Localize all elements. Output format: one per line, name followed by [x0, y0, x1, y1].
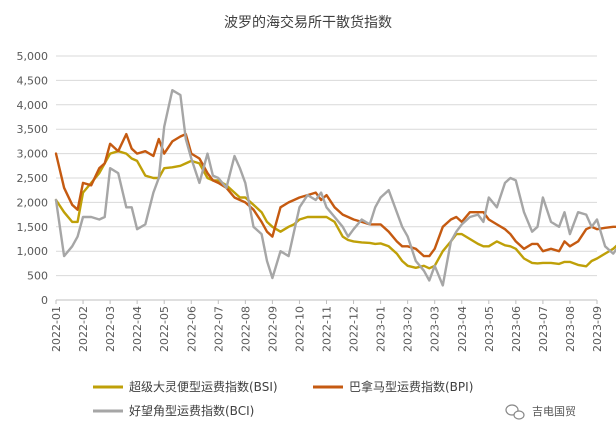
x-tick-label: 2023-07	[537, 306, 550, 352]
gridlines	[56, 55, 597, 277]
y-tick-label: 2,000	[17, 196, 49, 209]
x-tick-label: 2023-06	[510, 306, 523, 352]
y-tick-label: 2,500	[17, 172, 49, 185]
x-tick-label: 2022-01	[50, 306, 63, 352]
x-tick-label: 2023-02	[402, 306, 415, 352]
legend-label-bci: 好望角型运费指数(BCI)	[129, 403, 254, 418]
legend: 超级大灵便型运费指数(BSI) 巴拿马型运费指数(BPI) 好望角型运费指数(BCI…	[93, 379, 473, 418]
x-tick-label: 2022-07	[212, 306, 225, 352]
y-tick-label: 3,500	[17, 123, 49, 136]
series-line-bsi	[54, 150, 616, 270]
x-tick-label: 2022-05	[158, 306, 171, 352]
y-tick-label: 5,000	[17, 50, 49, 63]
x-axis: 2022-01 2022-02 2022-03 2022-04 2022-05 2022-…	[50, 299, 604, 352]
x-tick-label: 2023-03	[429, 306, 442, 352]
legend-label-bpi: 巴拿马型运费指数(BPI)	[349, 379, 473, 394]
watermark-text: 吉电国贸	[532, 405, 576, 418]
x-tick-label: 2022-11	[321, 306, 334, 352]
y-tick-label: 3,000	[17, 148, 49, 161]
x-tick-label: 2023-01	[375, 306, 388, 352]
x-tick-label: 2023-08	[564, 306, 577, 352]
x-tick-label: 2022-12	[348, 306, 361, 352]
x-tick-label: 2022-04	[131, 306, 144, 352]
series-line-bci	[54, 89, 616, 287]
x-tick-label: 2022-10	[293, 306, 306, 352]
y-tick-label: 500	[27, 270, 48, 283]
y-tick-label: 0	[41, 294, 48, 307]
y-axis-ticks: 0 500 1,000 1,500 2,000 2,500 3,000 3,500 4,000 4…	[17, 50, 49, 307]
watermark: 吉电国贸	[505, 404, 576, 420]
series-lines	[54, 89, 616, 287]
x-tick-label: 2023-05	[483, 306, 496, 352]
series-line-bpi	[54, 132, 616, 258]
legend-label-bsi: 超级大灵便型运费指数(BSI)	[129, 379, 278, 394]
x-tick-label: 2023-09	[591, 306, 604, 352]
y-tick-label: 1,500	[17, 221, 49, 234]
x-tick-label: 2022-06	[185, 306, 198, 352]
x-tick-label: 2022-08	[239, 306, 252, 352]
x-tick-label: 2022-02	[77, 306, 90, 352]
chart-title: 波罗的海交易所干散货指数	[224, 14, 392, 31]
y-tick-label: 4,500	[17, 74, 49, 87]
y-tick-label: 1,000	[17, 245, 49, 258]
x-tick-label: 2022-03	[104, 306, 117, 352]
wechat-icon	[505, 404, 525, 420]
x-tick-label: 2022-09	[266, 306, 279, 352]
y-tick-label: 4,000	[17, 99, 49, 112]
x-tick-label: 2023-04	[456, 306, 469, 352]
